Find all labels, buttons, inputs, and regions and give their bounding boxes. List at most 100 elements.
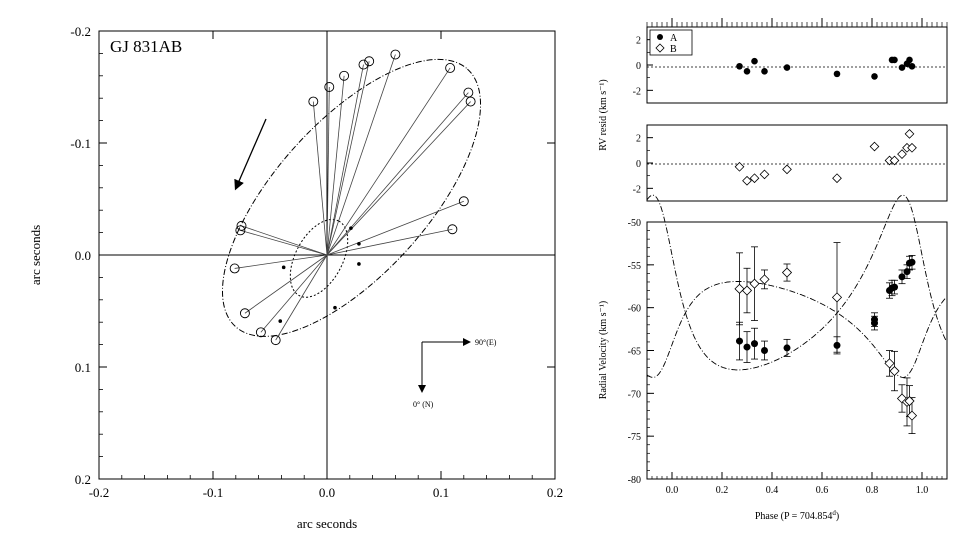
observation-point xyxy=(447,224,458,235)
resid-point-b xyxy=(832,173,842,184)
rv-x-axis-label: Phase (P = 704.854d) xyxy=(755,509,839,522)
observation-connector xyxy=(326,228,453,256)
resid-point-b xyxy=(897,149,907,159)
resid-point-b xyxy=(889,155,900,166)
relative-orbit-ellipse xyxy=(221,58,482,337)
observation-point xyxy=(270,335,281,346)
orbit-y-tick-label: 0.0 xyxy=(75,248,91,263)
observation-connector xyxy=(312,101,328,256)
orbit-x-tick-label: -0.2 xyxy=(89,485,110,500)
rv-point-a xyxy=(903,268,911,276)
phase-tick-label: 0.8 xyxy=(866,485,879,496)
orbit-tick-labels: -0.2 -0.1 0.0 0.1 0.2-0.2-0.10.00.10.2 xyxy=(70,24,563,500)
orbit-axis-ticks xyxy=(98,30,556,480)
observation-point xyxy=(445,63,456,73)
phase-tick-label: 0.0 xyxy=(666,485,679,496)
observation-connector xyxy=(244,254,328,314)
rv-y-tick-label: -80 xyxy=(628,475,641,486)
rv-point-a xyxy=(761,347,768,354)
phase-tick-label: 0.6 xyxy=(816,485,829,496)
legend-marker-b xyxy=(655,43,665,53)
resid-point-b xyxy=(749,173,760,184)
resid-point-b xyxy=(907,142,917,153)
resid-point-b xyxy=(759,169,770,180)
orbit-observations xyxy=(229,49,476,346)
rv-point-a xyxy=(743,343,751,351)
rv-point-b xyxy=(884,358,895,369)
rv-point-a xyxy=(751,340,758,348)
observation-connector xyxy=(326,86,330,256)
resid-top-y-tick-label: -2 xyxy=(633,86,641,97)
legend-label-a: A xyxy=(670,33,678,44)
observation-connector xyxy=(326,67,451,256)
legend-label-b: B xyxy=(670,44,677,55)
resid-point-a xyxy=(908,62,916,70)
resid-top-y-tick-label: 0 xyxy=(636,61,641,72)
observation-point xyxy=(358,59,369,70)
resid-point-a xyxy=(898,64,906,71)
resid-point-b xyxy=(734,161,745,172)
rv-point-b xyxy=(831,292,843,303)
orbit-x-tick-label: 0.0 xyxy=(319,485,335,500)
resid-bottom-y-tick-label: 0 xyxy=(636,159,641,170)
photocenter-point xyxy=(278,319,283,323)
rv-point-a xyxy=(736,337,743,345)
resid-point-a xyxy=(783,64,791,71)
observation-connector xyxy=(326,64,364,256)
photocenter-point xyxy=(357,242,361,246)
observation-point xyxy=(465,96,476,107)
rv-point-a xyxy=(871,316,878,324)
legend-box xyxy=(649,29,693,56)
observation-point xyxy=(255,327,266,338)
compass: 90°(E) 0° (N) xyxy=(413,338,497,409)
rv-point-b xyxy=(741,285,753,296)
rv-point-b xyxy=(904,395,915,407)
rv-tick-labels: 0.0 0.2 0.4 0.6 0.8 1.0 -50 -55 -60 -65 -70 -75 -80 2… xyxy=(628,36,929,496)
resid-points xyxy=(734,56,917,186)
model-curve-a xyxy=(646,281,947,378)
legend-marker-a xyxy=(657,34,663,40)
phase-tick-label: 0.4 xyxy=(766,485,779,496)
rv-y-tick-label: -65 xyxy=(628,347,641,358)
phase-tick-label: 1.0 xyxy=(916,485,929,496)
orbit-x-axis-label: arc seconds xyxy=(297,516,357,531)
orbit-x-tick-label: 0.2 xyxy=(547,485,563,500)
orbit-x-tick-label: 0.1 xyxy=(433,485,449,500)
observation-connector xyxy=(234,254,328,269)
model-curve-b xyxy=(646,194,947,371)
rv-y-axis-label: Radial Velocity (km s⁻¹) xyxy=(598,301,609,399)
resid-point-a xyxy=(736,62,743,70)
observation-connector xyxy=(275,254,328,341)
resid-point-a xyxy=(871,73,878,80)
observation-connector xyxy=(326,54,396,256)
observation-point xyxy=(308,96,319,107)
orbit-y-axis-label: arc seconds xyxy=(28,225,43,285)
rv-y-tick-label: -50 xyxy=(628,218,641,229)
resid-bottom-y-tick-label: 2 xyxy=(636,134,641,145)
rv-y-tick-label: -60 xyxy=(628,304,641,315)
phase-tick-label: 0.2 xyxy=(716,485,729,496)
observation-connector xyxy=(260,254,328,333)
resid-bottom-y-tick-label: -2 xyxy=(633,184,641,195)
resid-point-a xyxy=(761,68,768,75)
observation-point xyxy=(239,308,250,319)
legend: A B xyxy=(649,29,693,56)
observation-point xyxy=(458,196,469,207)
resid-bottom-frame xyxy=(646,124,948,202)
rv-point-a xyxy=(898,273,906,281)
rv-frame xyxy=(646,221,948,480)
resid-point-b xyxy=(904,129,915,139)
rv-point-b xyxy=(759,274,770,285)
compass-east-label: 90°(E) xyxy=(475,338,497,347)
rv-point-b xyxy=(906,410,918,421)
resid-point-a xyxy=(833,70,841,78)
observation-connectors xyxy=(234,54,471,341)
rv-y-tick-label: -55 xyxy=(628,261,641,272)
rv-point-a xyxy=(891,283,898,291)
orbit-y-tick-label: -0.2 xyxy=(70,24,91,39)
observation-connector xyxy=(326,61,370,256)
rv-point-a xyxy=(908,258,916,266)
resid-point-a xyxy=(891,56,898,64)
resid-point-a xyxy=(751,57,758,65)
